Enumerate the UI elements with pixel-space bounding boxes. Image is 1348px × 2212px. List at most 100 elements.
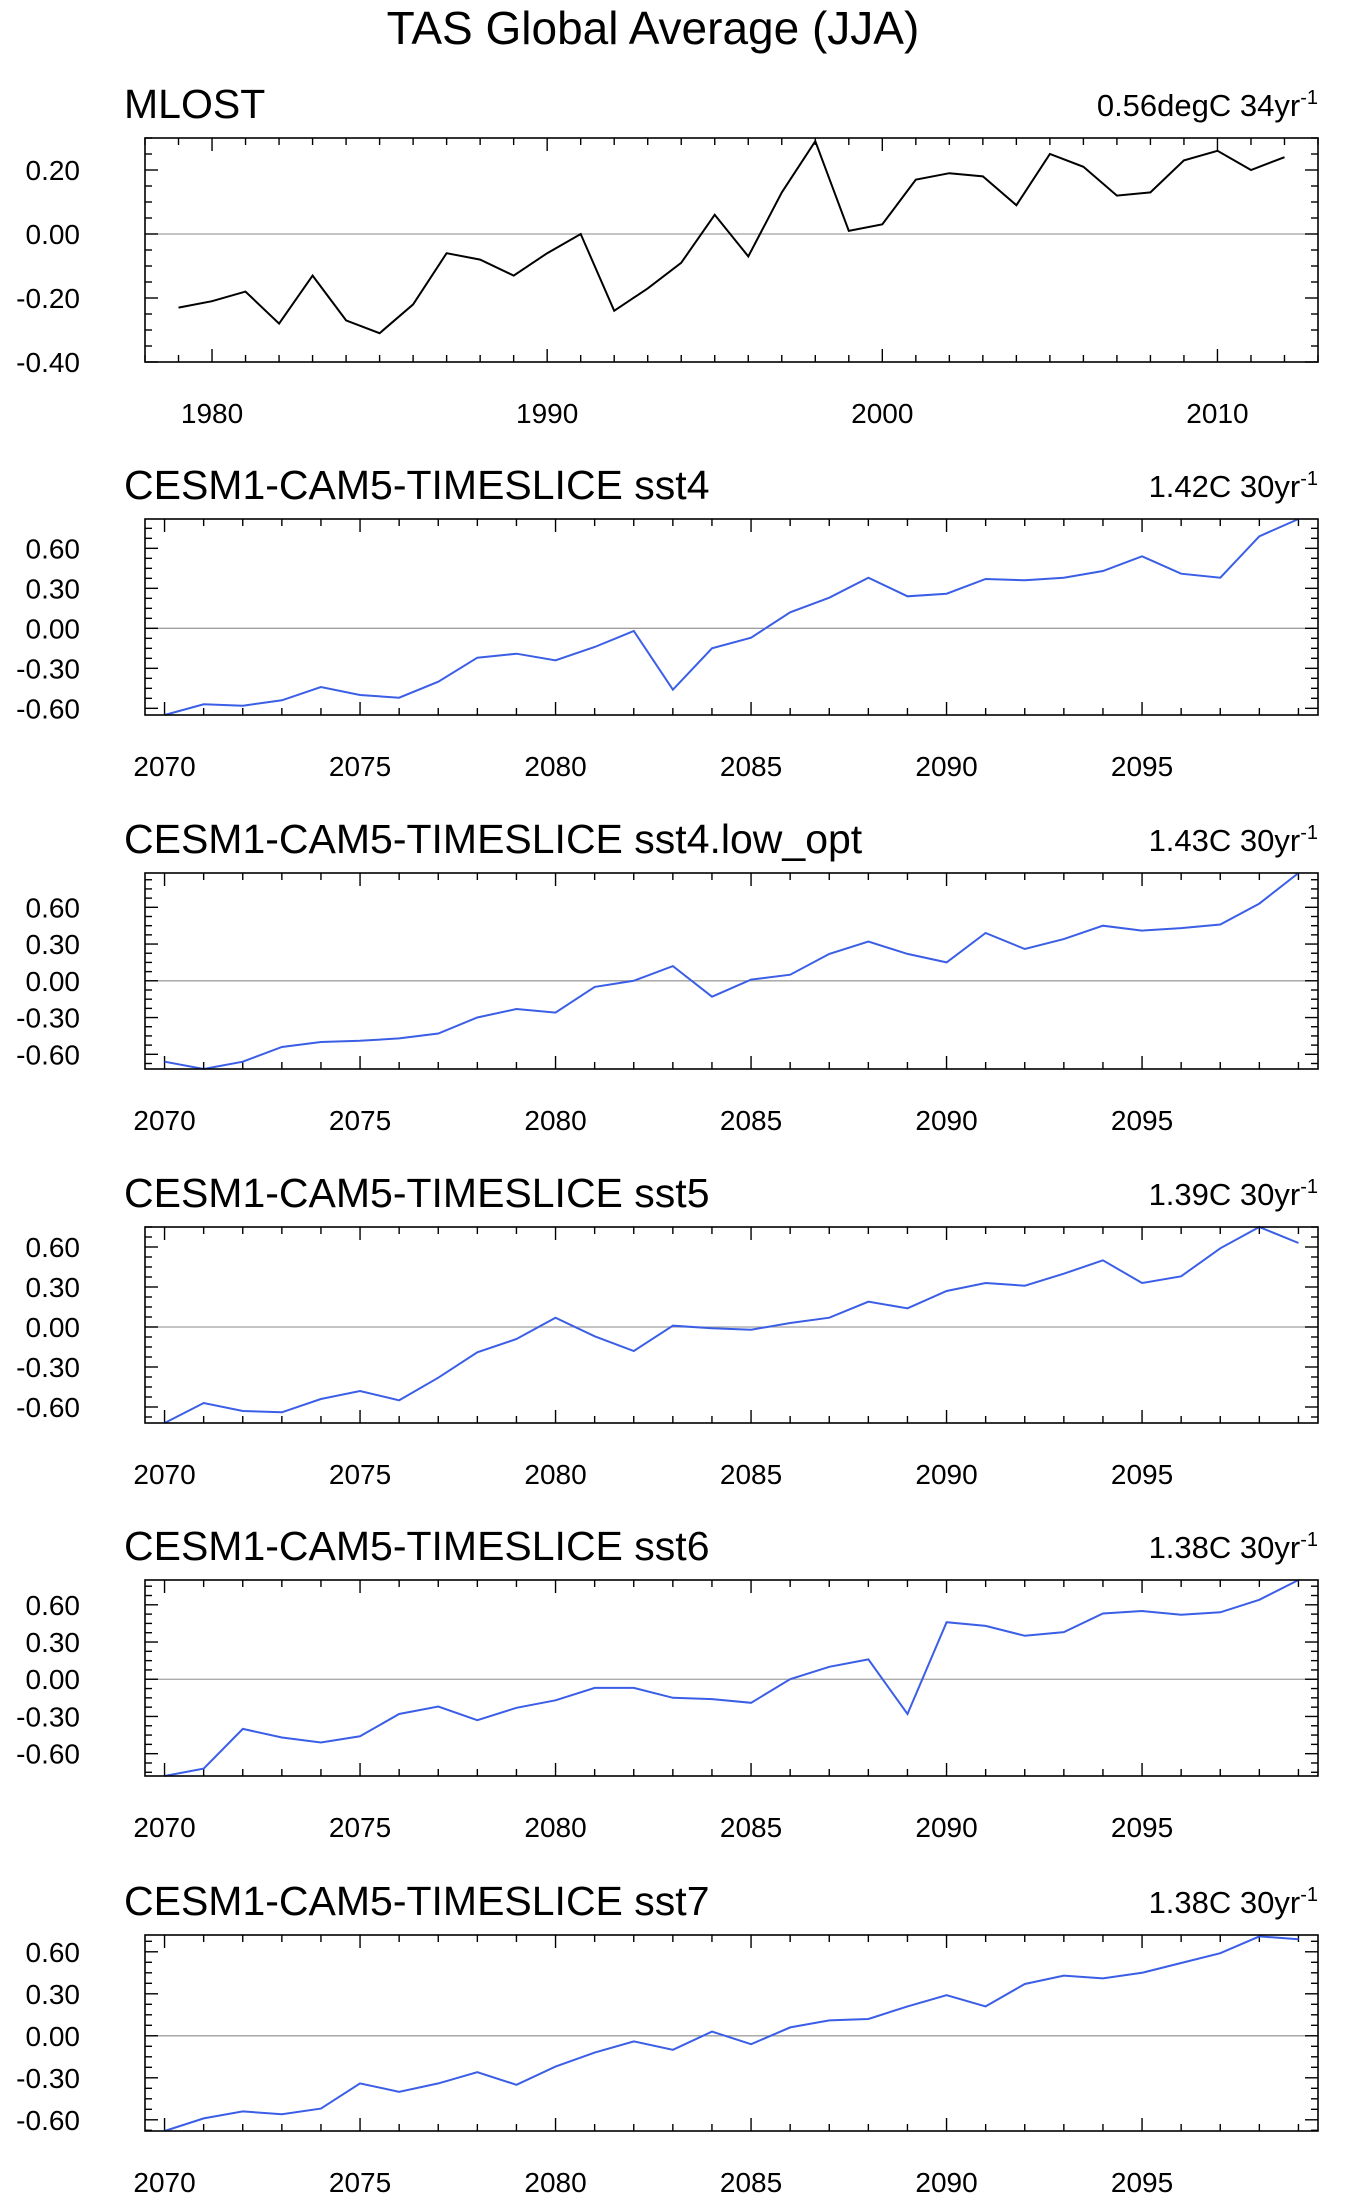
y-tick-label: -0.60 bbox=[16, 1392, 80, 1423]
x-tick-label: 2095 bbox=[1111, 1105, 1173, 1136]
panel-title: CESM1-CAM5-TIMESLICE sst6 bbox=[124, 1523, 710, 1569]
trend-exponent: -1 bbox=[1300, 1884, 1318, 1906]
x-tick-label: 2080 bbox=[524, 751, 586, 782]
x-tick-label: 2085 bbox=[720, 1812, 782, 1843]
trend-exponent: -1 bbox=[1300, 87, 1318, 109]
x-tick-label: 2095 bbox=[1111, 1812, 1173, 1843]
panel-title: CESM1-CAM5-TIMESLICE sst7 bbox=[124, 1878, 710, 1924]
y-tick-label: 0.00 bbox=[26, 966, 81, 997]
x-tick-label: 2085 bbox=[720, 1459, 782, 1490]
y-tick-label: 0.30 bbox=[26, 1272, 81, 1303]
x-tick-label: 2075 bbox=[329, 1105, 391, 1136]
trend-label: 1.38C 30yr-1 bbox=[1149, 1884, 1318, 1920]
y-tick-label: -0.30 bbox=[16, 1701, 80, 1732]
y-tick-label: -0.60 bbox=[16, 693, 80, 724]
y-tick-label: 0.30 bbox=[26, 929, 81, 960]
y-tick-label: -0.60 bbox=[16, 2105, 80, 2136]
x-tick-label: 2010 bbox=[1186, 398, 1248, 429]
trend-text: 1.42C 30yr bbox=[1149, 469, 1301, 504]
plot-frame bbox=[144, 872, 1319, 1070]
x-tick-label: 2080 bbox=[524, 1459, 586, 1490]
x-tick-label: 2070 bbox=[133, 751, 195, 782]
x-tick-label: 2075 bbox=[329, 751, 391, 782]
plot-frame bbox=[144, 1226, 1319, 1424]
figure-title: TAS Global Average (JJA) bbox=[387, 2, 920, 54]
x-tick-label: 2085 bbox=[720, 751, 782, 782]
series-line bbox=[164, 872, 1300, 1071]
trend-text: 1.39C 30yr bbox=[1149, 1177, 1301, 1212]
series-line bbox=[164, 1225, 1299, 1424]
y-tick-label: 0.00 bbox=[26, 1664, 81, 1695]
panel-title: CESM1-CAM5-TIMESLICE sst4.low_opt bbox=[124, 816, 863, 862]
x-tick-label: 2070 bbox=[133, 1812, 195, 1843]
panel-5: CESM1-CAM5-TIMESLICE sst6 1.38C 30yr-1 207… bbox=[16, 1523, 1319, 1843]
x-tick-label: 2090 bbox=[915, 1812, 977, 1843]
x-tick-label: 2070 bbox=[133, 1459, 195, 1490]
x-tick-label: 2090 bbox=[915, 751, 977, 782]
plot-frame bbox=[144, 137, 1319, 363]
trend-exponent: -1 bbox=[1300, 1529, 1318, 1551]
x-tick-label: 2070 bbox=[133, 1105, 195, 1136]
plot-frame bbox=[144, 1934, 1319, 2132]
panel-2: CESM1-CAM5-TIMESLICE sst4 1.42C 30yr-1 207… bbox=[16, 462, 1319, 782]
y-tick-label: -0.30 bbox=[16, 2063, 80, 2094]
plot-frame bbox=[144, 1579, 1319, 1777]
x-tick-label: 2095 bbox=[1111, 751, 1173, 782]
panel-title: CESM1-CAM5-TIMESLICE sst4 bbox=[124, 462, 710, 508]
plot-frame bbox=[144, 518, 1319, 716]
panel-3: CESM1-CAM5-TIMESLICE sst4.low_opt 1.43C 3… bbox=[16, 816, 1319, 1136]
x-tick-label: 2080 bbox=[524, 2167, 586, 2198]
trend-exponent: -1 bbox=[1300, 822, 1318, 844]
y-tick-label: 0.00 bbox=[26, 1312, 81, 1343]
trend-exponent: -1 bbox=[1300, 468, 1318, 490]
x-tick-label: 2070 bbox=[133, 2167, 195, 2198]
y-tick-label: -0.30 bbox=[16, 1003, 80, 1034]
x-tick-label: 2075 bbox=[329, 1459, 391, 1490]
y-tick-label: 0.20 bbox=[26, 155, 81, 186]
x-tick-label: 2095 bbox=[1111, 1459, 1173, 1490]
y-tick-label: 0.00 bbox=[26, 219, 81, 250]
y-tick-label: -0.30 bbox=[16, 1352, 80, 1383]
y-tick-label: -0.20 bbox=[16, 283, 80, 314]
y-tick-label: -0.40 bbox=[16, 347, 80, 378]
trend-text: 1.38C 30yr bbox=[1149, 1885, 1301, 1920]
panel-title: CESM1-CAM5-TIMESLICE sst5 bbox=[124, 1170, 710, 1216]
y-tick-label: 0.30 bbox=[26, 573, 81, 604]
x-tick-label: 1980 bbox=[181, 398, 243, 429]
series-line bbox=[164, 1579, 1299, 1777]
y-tick-label: 0.00 bbox=[26, 2021, 81, 2052]
y-tick-label: -0.60 bbox=[16, 1739, 80, 1770]
y-tick-label: 0.30 bbox=[26, 1627, 81, 1658]
y-tick-label: 0.60 bbox=[26, 533, 81, 564]
trend-label: 1.42C 30yr-1 bbox=[1149, 468, 1318, 504]
x-tick-label: 2095 bbox=[1111, 2167, 1173, 2198]
series-line bbox=[164, 518, 1299, 716]
trend-exponent: -1 bbox=[1300, 1176, 1318, 1198]
x-tick-label: 2090 bbox=[915, 1459, 977, 1490]
y-tick-label: 0.60 bbox=[26, 892, 81, 923]
trend-label: 1.43C 30yr-1 bbox=[1149, 822, 1318, 858]
y-tick-label: 0.60 bbox=[26, 1590, 81, 1621]
trend-text: 0.56degC 34yr bbox=[1097, 88, 1300, 123]
trend-text: 1.38C 30yr bbox=[1149, 1530, 1301, 1565]
panel-1: MLOST 0.56degC 34yr-1 1980 1990 2000 2010 0.20… bbox=[16, 81, 1319, 429]
trend-label: 0.56degC 34yr-1 bbox=[1097, 87, 1318, 123]
x-tick-label: 2080 bbox=[524, 1105, 586, 1136]
x-tick-label: 2085 bbox=[720, 2167, 782, 2198]
panel-title: MLOST bbox=[124, 81, 265, 127]
y-tick-label: 0.60 bbox=[26, 1937, 81, 1968]
trend-label: 1.39C 30yr-1 bbox=[1149, 1176, 1318, 1212]
x-tick-label: 2000 bbox=[851, 398, 913, 429]
x-tick-label: 2090 bbox=[915, 1105, 977, 1136]
y-tick-label: 0.60 bbox=[26, 1232, 81, 1263]
panel-6: CESM1-CAM5-TIMESLICE sst7 1.38C 30yr-1 207… bbox=[16, 1878, 1319, 2198]
x-tick-label: 2080 bbox=[524, 1812, 586, 1843]
y-tick-label: 0.00 bbox=[26, 613, 81, 644]
trend-text: 1.43C 30yr bbox=[1149, 823, 1301, 858]
trend-label: 1.38C 30yr-1 bbox=[1149, 1529, 1318, 1565]
series-line bbox=[178, 138, 1285, 335]
panel-4: CESM1-CAM5-TIMESLICE sst5 1.39C 30yr-1 207… bbox=[16, 1170, 1319, 1490]
y-tick-label: -0.60 bbox=[16, 1039, 80, 1070]
x-tick-label: 2090 bbox=[915, 2167, 977, 2198]
